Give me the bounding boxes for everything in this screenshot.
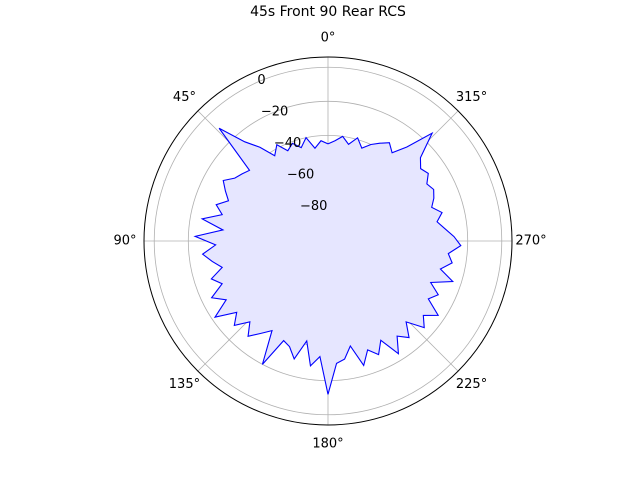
theta-tick-label-315: 315° bbox=[456, 90, 487, 105]
data-layer bbox=[193, 127, 462, 395]
polar-outer-spine bbox=[143, 56, 513, 426]
r-tick-label-0: 0 bbox=[257, 73, 265, 88]
theta-tick-label-45: 45° bbox=[173, 90, 196, 105]
rcs-series-line bbox=[193, 127, 462, 395]
rcs-fill-area bbox=[195, 128, 461, 395]
chart-title: 45s Front 90 Rear RCS bbox=[250, 4, 406, 20]
r-tick-label-4: −80 bbox=[300, 199, 327, 214]
r-tick-label-2: −40 bbox=[274, 136, 301, 151]
r-tick-label-3: −60 bbox=[287, 167, 314, 182]
label-layer: 0° 45° 90° 135° 180° 225° 270° 315° 0 −20 −40 −60 −8… bbox=[113, 31, 546, 452]
theta-tick-label-90: 90° bbox=[113, 234, 136, 249]
theta-tick-label-270: 270° bbox=[515, 234, 546, 249]
r-tick-label-1: −20 bbox=[261, 104, 288, 119]
theta-tick-label-135: 135° bbox=[169, 377, 200, 392]
theta-tick-label-0: 0° bbox=[321, 31, 336, 46]
theta-tick-label-225: 225° bbox=[456, 377, 487, 392]
theta-tick-label-180: 180° bbox=[312, 437, 343, 452]
